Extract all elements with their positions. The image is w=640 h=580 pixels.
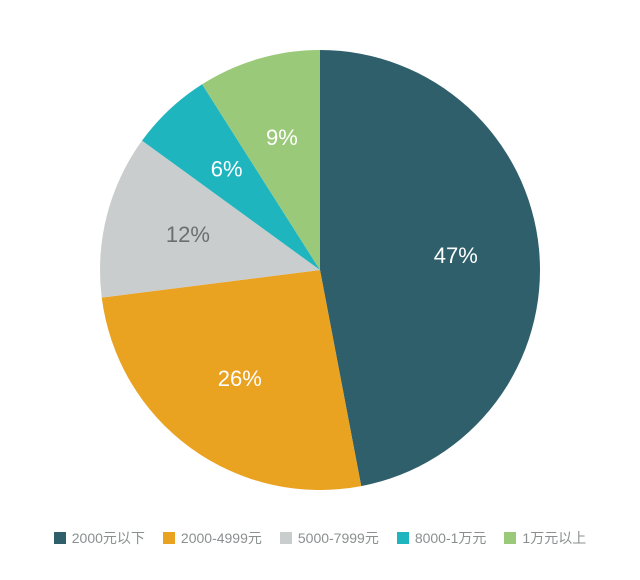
slice-label: 6%	[211, 156, 243, 181]
legend-item: 2000元以下	[54, 528, 145, 548]
legend-item: 8000-1万元	[397, 528, 487, 548]
legend-item: 2000-4999元	[163, 528, 262, 548]
legend-swatch	[397, 532, 409, 544]
legend-label: 8000-1万元	[415, 528, 487, 548]
slice-label: 12%	[166, 222, 210, 247]
legend-item: 1万元以上	[504, 528, 586, 548]
legend-swatch	[54, 532, 66, 544]
slice-label: 47%	[434, 243, 478, 268]
slice-label: 9%	[266, 125, 298, 150]
legend-label: 1万元以上	[522, 528, 586, 548]
legend: 2000元以下 2000-4999元 5000-7999元 8000-1万元 1万元以上	[0, 520, 640, 548]
legend-swatch	[163, 532, 175, 544]
legend-label: 2000元以下	[72, 528, 145, 548]
legend-item: 5000-7999元	[280, 528, 379, 548]
legend-swatch	[504, 532, 516, 544]
legend-swatch	[280, 532, 292, 544]
pie-chart: 47% 26% 12% 6% 9%	[0, 0, 640, 520]
slice-label: 26%	[218, 366, 262, 391]
legend-label: 2000-4999元	[181, 528, 262, 548]
pie-slice	[320, 50, 540, 486]
pie-chart-container: 47% 26% 12% 6% 9%	[0, 0, 640, 520]
legend-label: 5000-7999元	[298, 528, 379, 548]
